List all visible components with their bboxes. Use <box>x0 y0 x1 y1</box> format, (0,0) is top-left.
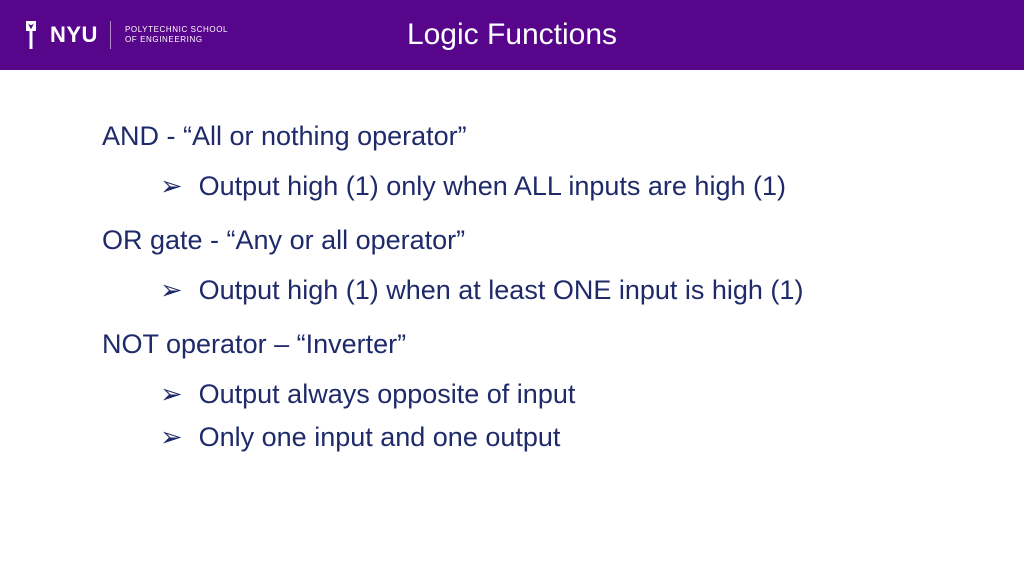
school-line1: POLYTECHNIC SCHOOL <box>125 25 228 34</box>
list-item-text: Only one input and one output <box>199 419 939 455</box>
list-item-text: Output high (1) only when ALL inputs are… <box>199 168 939 204</box>
list-item: ➢ Output always opposite of input <box>160 376 954 412</box>
slide-content: AND - “All or nothing operator” ➢ Output… <box>0 70 1024 455</box>
nyu-wordmark: NYU <box>50 22 98 48</box>
sub-list: ➢ Output high (1) only when ALL inputs a… <box>160 168 954 204</box>
school-name: POLYTECHNIC SCHOOL OF ENGINEERING <box>125 25 228 45</box>
list-item-text: Output high (1) when at least ONE input … <box>199 272 939 308</box>
torch-icon <box>22 21 40 49</box>
header-bar: NYU POLYTECHNIC SCHOOL OF ENGINEERING Lo… <box>0 0 1024 70</box>
item-heading: AND - “All or nothing operator” <box>102 120 954 154</box>
chevron-icon: ➢ <box>160 376 183 412</box>
list-item: ➢ Only one input and one output <box>160 419 954 455</box>
chevron-icon: ➢ <box>160 419 183 455</box>
chevron-icon: ➢ <box>160 168 183 204</box>
sub-list: ➢ Output always opposite of input ➢ Only… <box>160 376 954 455</box>
list-item: ➢ Output high (1) only when ALL inputs a… <box>160 168 954 204</box>
list-item: ➢ Output high (1) when at least ONE inpu… <box>160 272 954 308</box>
item-heading: NOT operator – “Inverter” <box>102 328 954 362</box>
chevron-icon: ➢ <box>160 272 183 308</box>
sub-list: ➢ Output high (1) when at least ONE inpu… <box>160 272 954 308</box>
nyu-logo: NYU POLYTECHNIC SCHOOL OF ENGINEERING <box>22 21 228 49</box>
list-item-text: Output always opposite of input <box>199 376 939 412</box>
item-heading: OR gate - “Any or all operator” <box>102 224 954 258</box>
school-line2: OF ENGINEERING <box>125 35 203 44</box>
logo-divider <box>110 21 111 49</box>
